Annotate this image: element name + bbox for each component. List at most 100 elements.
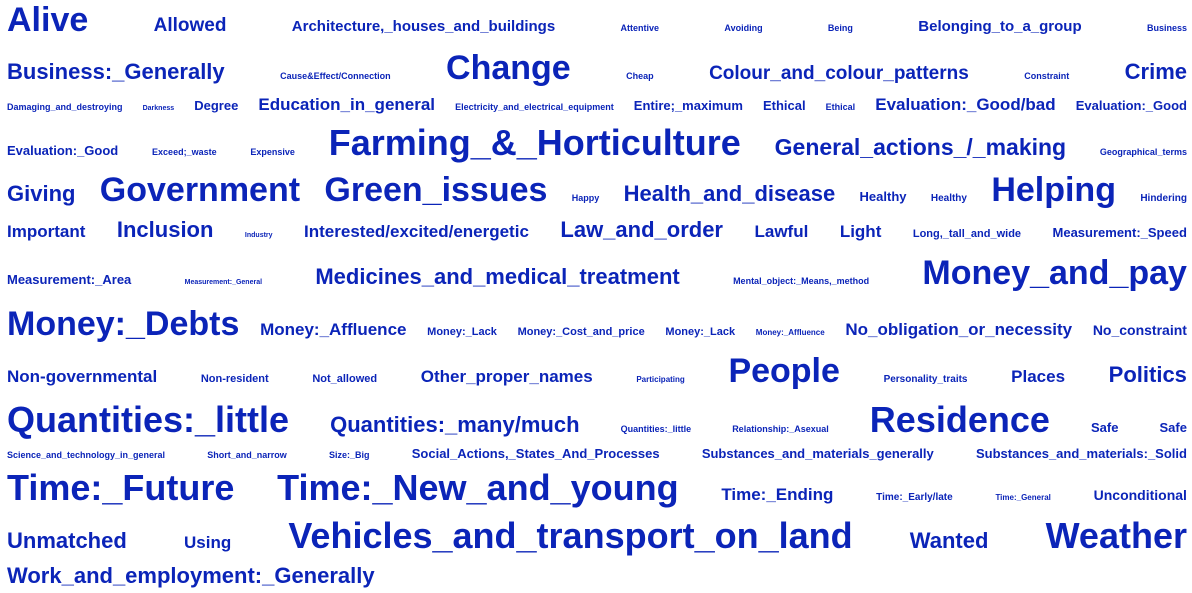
cloud-word: Other_proper_names [420, 367, 593, 386]
cloud-word: Time:_Early/late [876, 492, 953, 503]
cloud-word: Money:_Lack [427, 326, 497, 338]
cloud-word: Crime [1124, 59, 1187, 84]
cloud-word: Electricity_and_electrical_equipment [455, 102, 614, 112]
cloud-word: Evaluation:_Good [7, 143, 119, 158]
cloud-word: Measurement:_Speed [1052, 225, 1187, 240]
cloud-word: Places [1011, 367, 1066, 386]
cloud-word: No_obligation_or_necessity [845, 320, 1073, 339]
cloud-word: Important [7, 222, 86, 241]
cloud-word: Industry [244, 232, 273, 239]
cloud-row: Alive Allowed Architecture,_houses_and_b… [7, 3, 1187, 37]
cloud-word: Money:_Affluence [755, 328, 825, 337]
cloud-word: Measurement:_General [184, 279, 263, 286]
cloud-word: Lawful [754, 222, 809, 241]
cloud-word: Happy [571, 193, 600, 203]
cloud-word: Safe [1090, 420, 1119, 435]
cloud-word: Money_and_pay [922, 254, 1187, 292]
cloud-word: Healthy [859, 189, 907, 204]
cloud-row: Unmatched Using Vehicles_and_transport_o… [7, 518, 1187, 554]
cloud-word: Law_and_order [560, 217, 723, 242]
cloud-word: Residence [869, 399, 1050, 440]
cloud-row: Damaging_and_destroying Darkness Degree … [7, 96, 1187, 113]
cloud-word: Hindering [1140, 193, 1187, 204]
cloud-word: Allowed [153, 15, 227, 36]
cloud-row: Giving Government Green_issues Happy Hea… [7, 173, 1187, 207]
cloud-word: Avoiding [724, 23, 763, 33]
cloud-word: Cheap [626, 71, 654, 81]
cloud-word: Personality_traits [883, 374, 968, 385]
cloud-word: Belonging_to_a_group [918, 18, 1082, 35]
cloud-word: Time:_Ending [721, 485, 834, 504]
cloud-word: Time:_New_and_young [277, 467, 679, 508]
cloud-word: Helping [991, 171, 1116, 209]
cloud-word: Business [1146, 23, 1187, 33]
cloud-word: Green_issues [324, 171, 548, 209]
cloud-word: Money:_Cost_and_price [517, 326, 645, 338]
cloud-word: Change [446, 49, 571, 87]
cloud-word: Degree [194, 98, 239, 113]
cloud-word: Interested/excited/energetic [304, 222, 529, 241]
cloud-word: Money:_Debts [7, 305, 240, 343]
cloud-word: Non-governmental [7, 367, 158, 386]
cloud-word: Colour_and_colour_patterns [709, 63, 969, 84]
cloud-word: Damaging_and_destroying [7, 102, 123, 112]
cloud-word: Evaluation:_Good [1075, 98, 1187, 113]
cloud-word: Science_and_technology_in_general [7, 450, 166, 460]
cloud-word: Giving [7, 181, 76, 206]
cloud-word: Substances_and_materials_generally [701, 446, 934, 461]
cloud-word: Ethical [762, 98, 806, 113]
cloud-word: Politics [1108, 362, 1187, 387]
cloud-word: Evaluation:_Good/bad [875, 95, 1056, 114]
cloud-word: Ethical [825, 102, 856, 112]
cloud-row: Work_and_employment:_Generally [7, 565, 1187, 587]
cloud-row: Time:_Future Time:_New_and_young Time:_E… [7, 470, 1187, 506]
cloud-word: Architecture,_houses_and_buildings [291, 18, 556, 35]
cloud-row: Money:_Debts Money:_Affluence Money:_Lac… [7, 307, 1187, 341]
cloud-row: Science_and_technology_in_general Short_… [7, 447, 1187, 460]
cloud-word: Size:_Big [329, 450, 370, 460]
cloud-word: Farming_&_Horticulture [328, 122, 741, 163]
cloud-word: Alive [7, 1, 89, 39]
cloud-word: Vehicles_and_transport_on_land [288, 515, 853, 556]
cloud-word: Entire;_maximum [633, 98, 743, 113]
cloud-word: Quantities:_little [620, 424, 692, 434]
cloud-word: Being [827, 23, 853, 33]
cloud-row: Important Inclusion Industry Interested/… [7, 219, 1187, 241]
cloud-word: Short_and_narrow [207, 450, 287, 460]
cloud-word: Exceed;_waste [152, 147, 217, 157]
cloud-row: Evaluation:_Good Exceed;_waste Expensive… [7, 125, 1187, 161]
cloud-word: Medicines_and_medical_treatment [315, 264, 680, 289]
cloud-word: Government [99, 171, 301, 209]
cloud-word: General_actions_/_making [774, 134, 1067, 160]
cloud-word: No_constraint [1092, 322, 1187, 338]
cloud-word: Time:_Future [7, 467, 235, 508]
cloud-word: Inclusion [116, 217, 214, 242]
cloud-row: Non-governmental Non-resident Not_allowe… [7, 354, 1187, 388]
cloud-word: Money:_Affluence [260, 320, 407, 339]
cloud-word: Expensive [250, 147, 295, 157]
cloud-word: Weather [1045, 515, 1187, 556]
cloud-word: Substances_and_materials:_Solid [975, 446, 1187, 461]
cloud-word: Darkness [142, 105, 175, 112]
cloud-word: Health_and_disease [623, 181, 836, 206]
cloud-word: Non-resident [200, 373, 269, 385]
cloud-word: Unmatched [7, 528, 127, 553]
cloud-word: Not_allowed [312, 373, 378, 385]
cloud-word: Money:_Lack [665, 326, 736, 338]
cloud-word: Participating [636, 375, 685, 384]
cloud-word: Quantities:_many/much [330, 412, 580, 437]
cloud-word: Light [839, 222, 882, 241]
cloud-word: Using [183, 533, 232, 552]
cloud-word: Wanted [909, 528, 989, 553]
cloud-word: Attentive [620, 23, 660, 33]
cloud-word: Education_in_general [258, 95, 436, 114]
cloud-word: Cause&Effect/Connection [280, 71, 391, 81]
cloud-word: Mental_object:_Means,_method [733, 276, 870, 286]
cloud-word: Long,_tall_and_wide [912, 228, 1022, 240]
cloud-word: People [728, 352, 840, 390]
cloud-word: Unconditional [1093, 487, 1187, 503]
cloud-word: Work_and_employment:_Generally [7, 563, 375, 588]
cloud-word: Healthy [930, 193, 967, 204]
cloud-word: Business:_Generally [7, 59, 225, 84]
